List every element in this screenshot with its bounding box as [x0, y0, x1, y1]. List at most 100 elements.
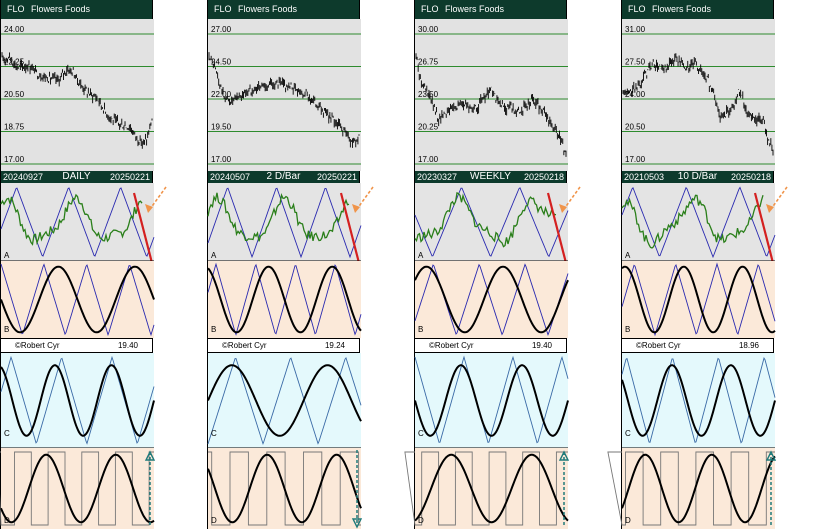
panel-a-label: A — [418, 251, 424, 260]
credit-text: ©Robert Cyr — [429, 341, 474, 350]
y-tick-label: 18.75 — [4, 123, 25, 132]
credit-bar: ©Robert Cyr 19.40 — [415, 338, 566, 353]
credit-bar: ©Robert Cyr 18.96 — [622, 338, 773, 353]
last-price: 19.40 — [117, 341, 138, 350]
cycle-b-triangle — [0, 263, 155, 337]
chart-header: FLO Flowers Foods — [415, 0, 566, 19]
end-date: 20250218 — [730, 172, 771, 182]
start-date: 20240927 — [3, 172, 44, 182]
cycle-a-price-line — [207, 192, 350, 242]
company-name: Flowers Foods — [31, 4, 91, 14]
chart-header: FLO Flowers Foods — [622, 0, 773, 19]
chart-column-4: FLO Flowers Foods 31.00 27.50 24.00 20.50 17.0… — [607, 0, 788, 529]
panel-d-label: D — [4, 516, 10, 525]
red-trend-line — [339, 192, 361, 264]
cycle-c-triangle — [207, 356, 362, 446]
orange-arrow-icon — [770, 186, 788, 210]
cycle-panel-d-bg — [415, 448, 568, 529]
price-series — [622, 53, 774, 156]
cycle-d-wave — [0, 453, 155, 524]
cycle-panel-b-bg — [415, 261, 568, 338]
start-date: 20230327 — [417, 172, 458, 182]
y-tick-label: 17.00 — [625, 155, 646, 164]
y-tick-label: 20.25 — [418, 123, 439, 132]
y-tick-label: 24.00 — [4, 25, 25, 34]
credit-text: ©Robert Cyr — [15, 341, 60, 350]
panel-a-label: A — [211, 251, 217, 260]
red-trend-line — [753, 192, 775, 264]
y-tick-label: 20.50 — [625, 123, 646, 132]
panel-c-label: C — [625, 429, 631, 438]
y-tick-label: 17.00 — [4, 155, 25, 164]
cycle-panel-a-bg — [622, 183, 775, 261]
panel-a-label: A — [625, 251, 631, 260]
y-tick-label: 24.00 — [625, 90, 646, 99]
chart-svg: 31.00 27.50 24.00 20.50 17.00 A B C D — [607, 19, 788, 529]
orange-arrow-icon — [563, 186, 581, 210]
panel-c-label: C — [211, 429, 217, 438]
end-date: 20250221 — [316, 172, 357, 182]
cycle-b-wave — [207, 265, 362, 334]
y-tick-label: 27.00 — [211, 25, 232, 34]
cycle-c-wave — [207, 364, 362, 437]
y-tick-label: 19.50 — [211, 123, 232, 132]
company-name: Flowers Foods — [445, 4, 505, 14]
ticker-symbol: FLO — [214, 4, 232, 14]
ticker-symbol: FLO — [7, 4, 25, 14]
price-panel-bg — [415, 19, 568, 171]
end-date: 20250218 — [523, 172, 564, 182]
company-name: Flowers Foods — [652, 4, 712, 14]
red-trend-line — [132, 192, 154, 264]
cycle-d-wave — [414, 453, 569, 524]
red-trend-line — [546, 192, 568, 264]
panel-a-label: A — [4, 251, 10, 260]
cycle-panel-a-bg — [1, 183, 154, 261]
y-tick-label: 31.00 — [625, 25, 646, 34]
panel-c-label: C — [418, 429, 424, 438]
last-price: 19.40 — [531, 341, 552, 350]
y-tick-label: 27.50 — [625, 58, 646, 67]
cycle-d-square-wave — [607, 451, 775, 526]
cycle-a-triangle — [0, 187, 155, 257]
cycle-panel-c-bg — [1, 353, 154, 448]
cycle-a-triangle — [207, 187, 362, 259]
y-tick-label: 17.00 — [418, 155, 439, 164]
cycle-b-wave — [0, 265, 155, 334]
y-tick-label: 30.00 — [418, 25, 439, 34]
cycle-b-wave — [414, 265, 569, 334]
orange-arrowhead-icon — [559, 204, 567, 213]
panel-b-label: B — [625, 325, 630, 334]
cycle-c-wave — [0, 364, 155, 437]
timeframe-label: 2 D/Bar — [266, 171, 301, 182]
cycle-b-triangle — [621, 262, 776, 337]
cycle-panel-a-bg — [415, 183, 568, 261]
y-tick-label: 20.50 — [4, 90, 25, 99]
start-date: 20240507 — [210, 172, 251, 182]
price-series — [415, 53, 567, 157]
chart-column-2: FLO Flowers Foods 27.00 24.50 22.00 19.50 17.0… — [207, 0, 374, 529]
price-panel-bg — [1, 19, 154, 171]
timeframe-bar: 20230327 WEEKLY 20250218 — [415, 171, 566, 183]
y-tick-label: 26.75 — [418, 58, 439, 67]
cycle-b-wave — [621, 265, 776, 334]
credit-text: ©Robert Cyr — [636, 341, 681, 350]
ticker-symbol: FLO — [421, 4, 439, 14]
cycle-d-wave — [207, 453, 362, 524]
y-tick-label: 24.50 — [211, 58, 232, 67]
last-price: 18.96 — [738, 341, 759, 350]
y-tick-label: 17.00 — [211, 155, 232, 164]
teal-arrowhead-icon — [765, 450, 777, 461]
cycle-panel-d-bg — [622, 448, 775, 529]
cycle-a-triangle — [414, 187, 569, 258]
start-date: 20210503 — [624, 172, 665, 182]
panel-b-label: B — [211, 325, 216, 334]
panel-d-label: D — [418, 516, 424, 525]
last-price: 19.24 — [324, 341, 345, 350]
panel-d-label: D — [625, 516, 631, 525]
price-series — [1, 52, 153, 149]
timeframe-label: WEEKLY — [470, 171, 511, 182]
panel-b-label: B — [4, 325, 9, 334]
